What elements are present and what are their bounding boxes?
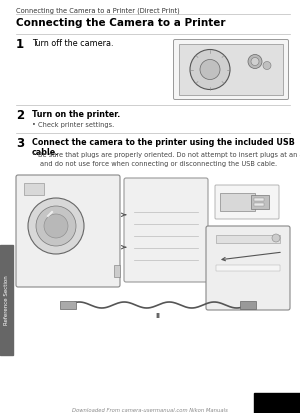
Text: Turn off the camera.: Turn off the camera. [32,39,113,48]
Text: Connect the camera to the printer using the included USB cable.: Connect the camera to the printer using … [32,138,295,157]
Bar [114,265,120,277]
FancyBboxPatch shape [215,185,279,219]
Text: Connecting the Camera to a Printer (Direct Print): Connecting the Camera to a Printer (Dire… [16,8,180,14]
Circle shape [36,206,76,246]
Circle shape [28,198,84,254]
Circle shape [272,234,280,242]
Bar [60,301,76,309]
FancyBboxPatch shape [173,40,289,100]
Circle shape [263,62,271,69]
Text: and do not use force when connecting or disconnecting the USB cable.: and do not use force when connecting or … [40,161,277,167]
Text: 1: 1 [16,38,24,51]
Text: Turn on the printer.: Turn on the printer. [32,110,120,119]
FancyBboxPatch shape [16,175,120,287]
Text: Connecting the Camera to a Printer: Connecting the Camera to a Printer [16,18,226,28]
Bar [24,183,44,195]
FancyBboxPatch shape [206,226,290,310]
Bar [254,393,300,413]
Circle shape [190,50,230,90]
Text: Reference Section: Reference Section [4,275,9,325]
Text: • Be sure that plugs are properly oriented. Do not attempt to insert plugs at an: • Be sure that plugs are properly orient… [32,152,300,158]
Bar [179,44,283,95]
Bar [254,198,264,201]
Text: 3: 3 [16,137,24,150]
Circle shape [44,214,68,238]
Text: 2: 2 [16,109,24,122]
Circle shape [251,57,259,66]
Bar [240,301,256,309]
Bar [220,193,255,211]
Circle shape [200,59,220,79]
Text: • Check printer settings.: • Check printer settings. [32,122,114,128]
FancyBboxPatch shape [124,178,208,282]
Circle shape [248,55,262,69]
Bar [251,195,269,209]
Bar [216,265,280,271]
Bar [254,203,264,206]
Text: II: II [155,313,160,319]
Bar [0,245,13,355]
Text: Downloaded From camera-usermanual.com Nikon Manuals: Downloaded From camera-usermanual.com Ni… [72,408,228,413]
Bar [216,235,280,243]
